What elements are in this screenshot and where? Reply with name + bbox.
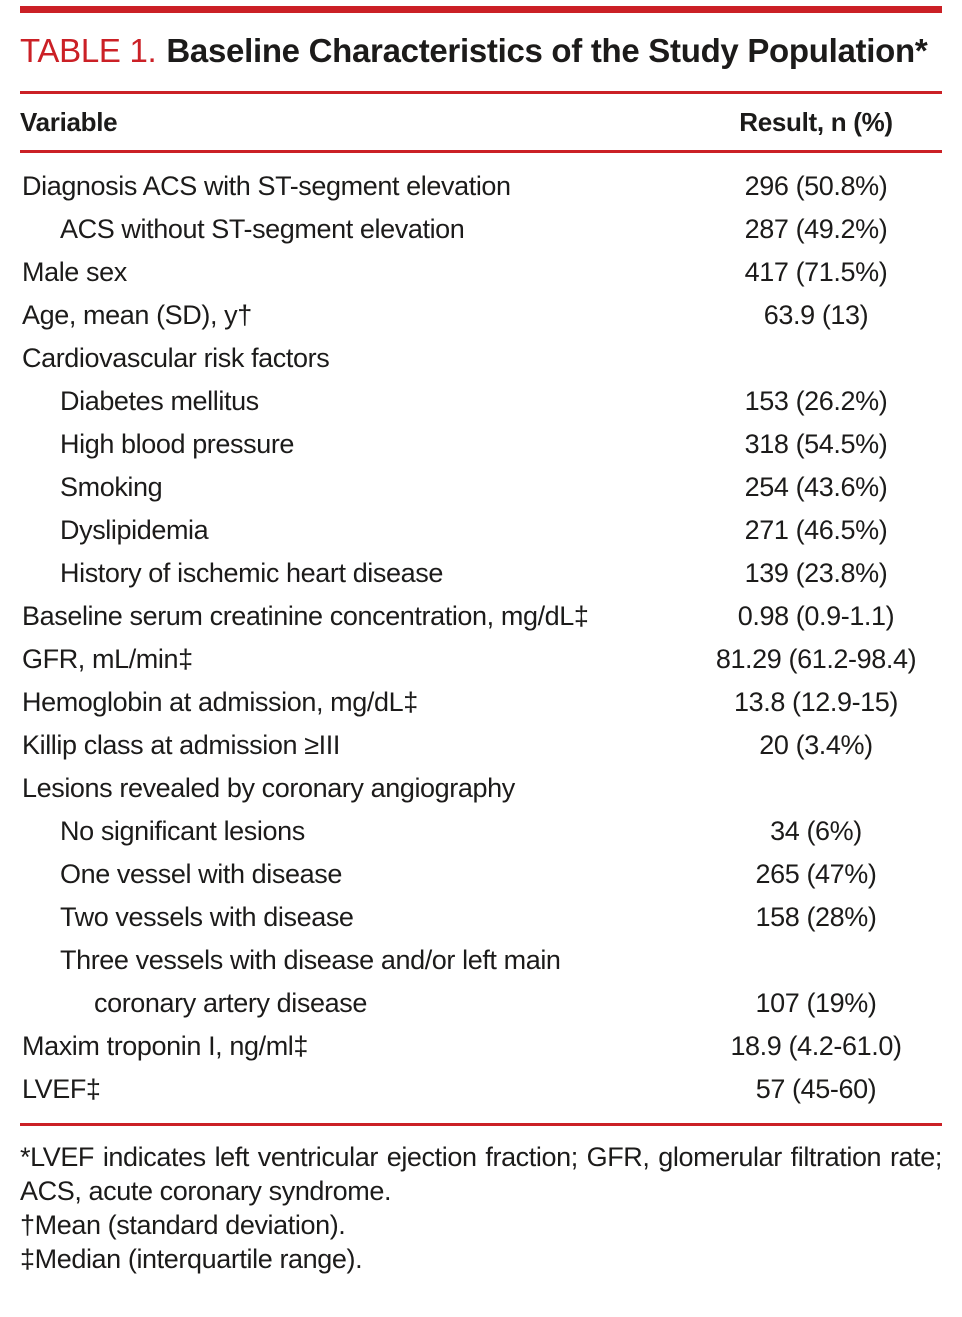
column-header-variable: Variable [20,92,690,153]
row-variable: Lesions revealed by coronary angiography [22,773,515,803]
baseline-characteristics-table: Variable Result, n (%) Diagnosis ACS wit… [20,91,942,1126]
table-row: LVEF‡ 57 (45-60) [20,1068,942,1125]
table-row: One vessel with disease 265 (47%) [20,853,942,896]
row-variable: Dyslipidemia [60,515,209,545]
row-value: 271 (46.5%) [744,515,888,545]
row-variable: GFR, mL/min‡ [22,644,193,674]
table-row: GFR, mL/min‡ 81.29 (61.2-98.4) [20,638,942,681]
table-row: Three vessels with disease and/or left m… [20,939,942,982]
table-row: Lesions revealed by coronary angiography [20,767,942,810]
table-row: Cardiovascular risk factors [20,337,942,380]
table-title: TABLE 1. Baseline Characteristics of the … [20,29,942,73]
table-row: Smoking 254 (43.6%) [20,466,942,509]
row-variable: Diabetes mellitus [60,386,259,416]
table-title-text: Baseline Characteristics of the Study Po… [166,32,928,69]
row-value: 18.9 (4.2-61.0) [730,1031,902,1061]
table-row: coronary artery disease 107 (19%) [20,982,942,1025]
row-value: 0.98 (0.9-1.1) [737,601,895,631]
table-row: Male sex 417 (71.5%) [20,251,942,294]
table-body: Diagnosis ACS with ST-segment elevation 2… [20,152,942,1125]
table-header: Variable Result, n (%) [20,92,942,153]
footnote: *LVEF indicates left ventricular ejectio… [20,1142,942,1206]
table-row: Baseline serum creatinine concentration,… [20,595,942,638]
table-row: Diabetes mellitus 153 (26.2%) [20,380,942,423]
row-variable: Smoking [60,472,163,502]
row-variable: History of ischemic heart disease [60,558,443,588]
row-value: 417 (71.5%) [744,257,888,287]
footnote: †Mean (standard deviation). [20,1210,346,1240]
row-value: 107 (19%) [755,988,877,1018]
table-row: No significant lesions 34 (6%) [20,810,942,853]
row-value [690,337,942,380]
row-value: 34 (6%) [770,816,862,846]
row-variable: Cardiovascular risk factors [22,343,330,373]
row-value: 318 (54.5%) [744,429,888,459]
row-value: 254 (43.6%) [744,472,888,502]
row-value: 287 (49.2%) [744,214,888,244]
row-value: 265 (47%) [755,859,877,889]
row-variable: Three vessels with disease and/or left m… [60,945,561,975]
column-header-result: Result, n (%) [690,92,942,153]
row-value: 158 (28%) [755,902,877,932]
row-variable: One vessel with disease [60,859,342,889]
row-variable: No significant lesions [60,816,305,846]
row-value [690,767,942,810]
table-row: Two vessels with disease 158 (28%) [20,896,942,939]
row-variable: LVEF‡ [22,1074,101,1104]
row-variable: Two vessels with disease [60,902,354,932]
row-value: 139 (23.8%) [744,558,888,588]
table-row: High blood pressure 318 (54.5%) [20,423,942,466]
row-variable: Killip class at admission ≥III [22,730,340,760]
table-row: Age, mean (SD), y† 63.9 (13) [20,294,942,337]
row-variable: High blood pressure [60,429,295,459]
row-variable: Male sex [22,257,127,287]
row-variable: Baseline serum creatinine concentration,… [22,601,589,631]
row-value: 57 (45-60) [755,1074,877,1104]
top-rule [20,6,942,13]
row-variable: ACS without ST-segment elevation [60,214,465,244]
row-value: 13.8 (12.9-15) [733,687,898,717]
row-value [690,939,942,982]
row-variable: Diagnosis ACS with ST-segment elevation [22,171,511,201]
table-label: TABLE 1. [20,32,157,69]
row-variable: Maxim troponin I, ng/ml‡ [22,1031,309,1061]
table-row: History of ischemic heart disease 139 (23… [20,552,942,595]
row-value: 63.9 (13) [763,300,869,330]
table-row: Dyslipidemia 271 (46.5%) [20,509,942,552]
row-value: 153 (26.2%) [744,386,888,416]
row-variable: coronary artery disease [94,988,367,1018]
table-row: Diagnosis ACS with ST-segment elevation 2… [20,152,942,209]
table-row: Maxim troponin I, ng/ml‡ 18.9 (4.2-61.0) [20,1025,942,1068]
row-value: 296 (50.8%) [744,171,888,201]
table-row: Hemoglobin at admission, mg/dL‡ 13.8 (12.… [20,681,942,724]
table-row: Killip class at admission ≥III 20 (3.4%) [20,724,942,767]
row-variable: Hemoglobin at admission, mg/dL‡ [22,687,418,717]
row-value: 81.29 (61.2-98.4) [715,644,917,674]
table-row: ACS without ST-segment elevation 287 (49.… [20,208,942,251]
footnote: ‡Median (interquartile range). [20,1244,363,1274]
row-variable: Age, mean (SD), y† [22,300,252,330]
header-row: Variable Result, n (%) [20,92,942,153]
row-value: 20 (3.4%) [759,730,873,760]
footnotes: *LVEF indicates left ventricular ejectio… [20,1140,942,1276]
